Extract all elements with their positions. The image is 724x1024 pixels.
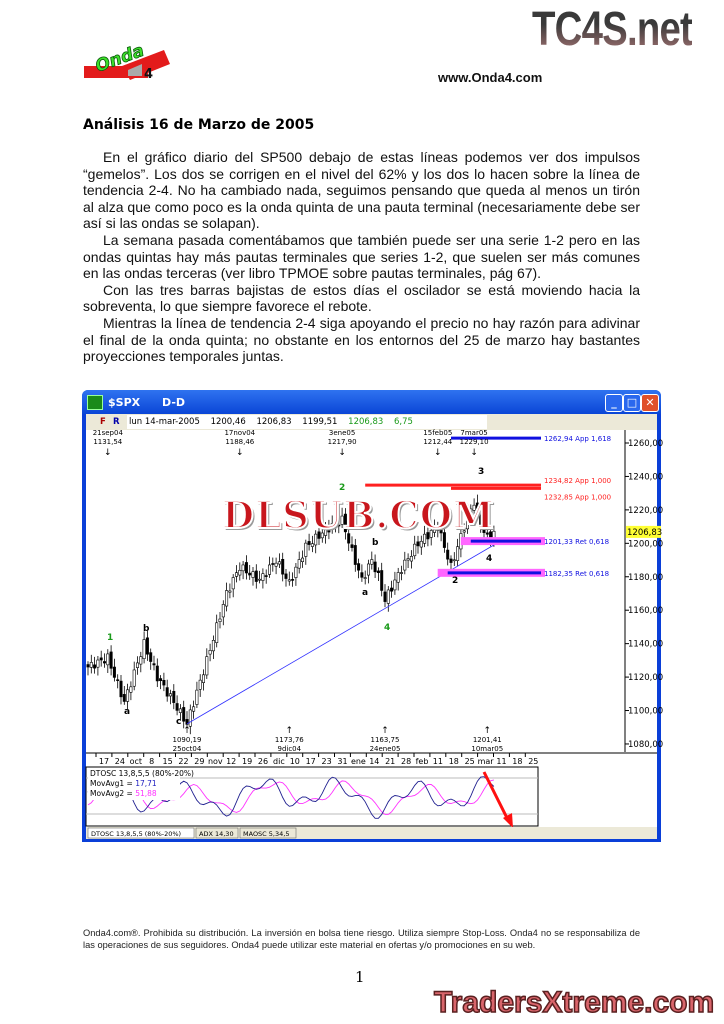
maximize-button[interactable]: □ xyxy=(623,394,641,412)
f-button[interactable]: F xyxy=(100,417,106,427)
quote-change: 6,75 xyxy=(394,417,413,427)
quote-close: 1206,83 xyxy=(348,417,384,427)
article-body: En el gráfico diario del SP500 debajo de… xyxy=(83,149,640,365)
page-number: 1 xyxy=(355,968,365,986)
quote-high: 1206,83 xyxy=(256,417,292,427)
watermark-tradersxtreme: TradersXtreme.com xyxy=(433,985,715,1020)
window-titlebar[interactable]: $SPX D-D _ □ ✕ xyxy=(82,390,661,414)
chart-area[interactable] xyxy=(86,430,657,838)
close-button[interactable]: ✕ xyxy=(641,394,659,412)
window-symbol: $SPX xyxy=(108,396,141,409)
quote-open: 1200,46 xyxy=(210,417,246,427)
watermark-dlsub: DLSUB.COM xyxy=(221,493,495,537)
page-title: Análisis 16 de Marzo de 2005 xyxy=(83,117,315,133)
paragraph: En el gráfico diario del SP500 debajo de… xyxy=(83,149,640,232)
paragraph: Mientras la línea de tendencia 2-4 siga … xyxy=(83,314,640,365)
r-button[interactable]: R xyxy=(113,417,120,427)
onda4-logo: Onda 4 xyxy=(82,40,178,82)
quote-low: 1199,51 xyxy=(302,417,338,427)
paragraph: La semana pasada comentábamos que tambié… xyxy=(83,231,640,282)
minimize-button[interactable]: _ xyxy=(605,394,623,412)
chart-window: $SPX D-D _ □ ✕ F R lun 14-mar-2005 1200,… xyxy=(82,390,661,842)
quote-bar: F R lun 14-mar-2005 1200,46 1206,83 1199… xyxy=(86,414,657,430)
window-period: D-D xyxy=(162,396,186,409)
quote-date: lun 14-mar-2005 xyxy=(129,417,200,427)
website-link[interactable]: www.Onda4.com xyxy=(438,70,543,85)
logo-number: 4 xyxy=(144,67,153,80)
paragraph: Con las tres barras bajistas de estos dí… xyxy=(83,281,640,315)
app-icon xyxy=(87,395,103,410)
watermark-tc4s: TC4S.net xyxy=(532,3,693,56)
disclaimer: Onda4.com®. Prohibida su distribución. L… xyxy=(83,928,640,950)
